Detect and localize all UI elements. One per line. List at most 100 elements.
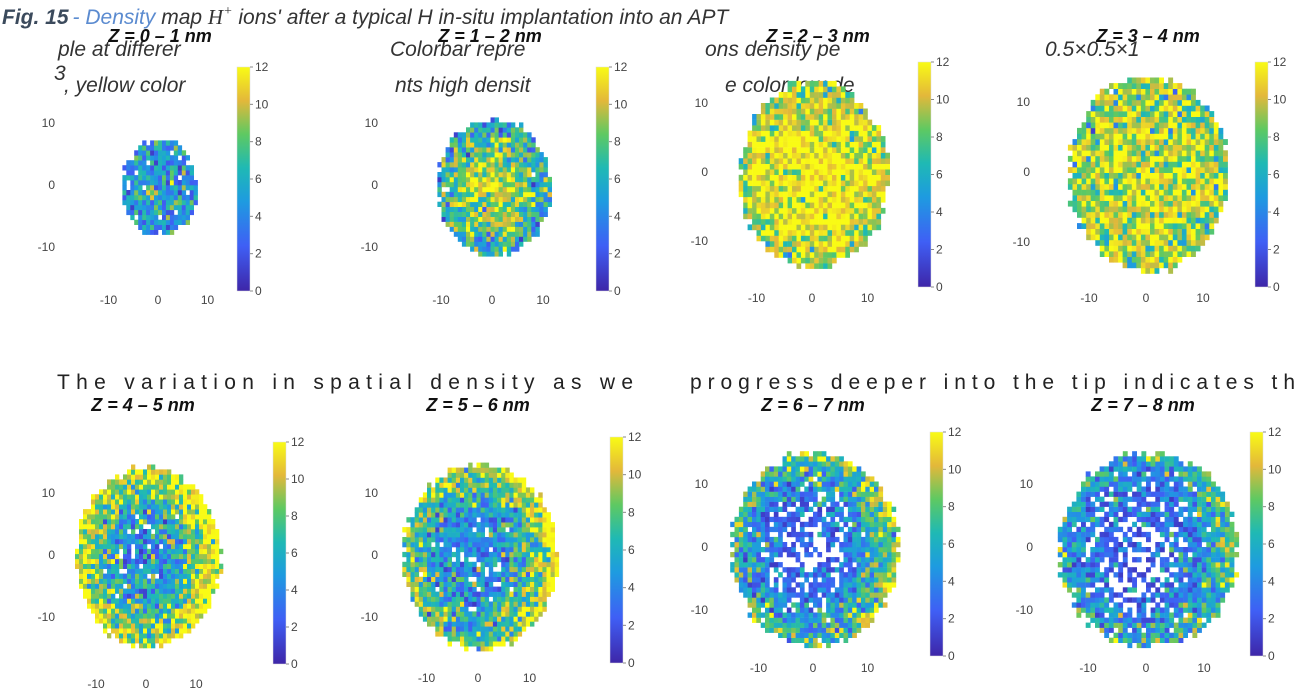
density-cell — [115, 618, 120, 624]
density-cell — [460, 522, 465, 528]
density-cell — [752, 218, 757, 225]
density-cell — [134, 180, 139, 186]
density-cell — [175, 499, 180, 505]
density-cell — [457, 211, 463, 217]
density-cell — [461, 221, 467, 227]
density-cell — [195, 514, 200, 520]
density-cell — [743, 152, 748, 159]
density-cell — [538, 537, 543, 543]
density-cell — [497, 497, 502, 503]
density-cell — [1168, 256, 1174, 263]
density-cell — [1077, 211, 1082, 218]
density-cell — [1104, 144, 1110, 151]
density-cell — [845, 224, 850, 231]
density-cell — [1181, 239, 1187, 246]
density-cell — [480, 492, 485, 498]
density-cell — [83, 588, 88, 594]
density-cell — [756, 114, 762, 120]
density-cell — [464, 601, 469, 607]
density-cell — [455, 551, 461, 558]
density-cell — [127, 504, 132, 510]
density-cell — [173, 165, 179, 171]
density-cell — [774, 224, 779, 231]
density-cell — [513, 626, 518, 632]
density-cell — [814, 174, 819, 181]
density-cell — [165, 140, 171, 146]
density-cell — [195, 563, 200, 569]
density-cell — [1113, 150, 1119, 157]
density-cell — [143, 613, 148, 619]
density-cell — [492, 636, 498, 642]
density-cell — [760, 125, 766, 131]
density-cell — [530, 537, 535, 543]
density-cell — [159, 583, 164, 589]
density-cell — [111, 543, 116, 550]
density-cell — [410, 596, 415, 602]
density-cell — [534, 522, 539, 528]
density-cell — [154, 219, 159, 225]
density-cell — [151, 593, 156, 599]
density-cell — [135, 623, 140, 629]
density-cell — [800, 207, 806, 214]
density-cell — [849, 125, 855, 131]
density-cell — [1145, 211, 1151, 218]
density-cell — [464, 477, 469, 483]
density-cell — [849, 169, 855, 175]
density-cell — [451, 487, 457, 493]
density-cell — [139, 598, 144, 604]
density-cell — [805, 213, 810, 220]
density-cell — [823, 97, 828, 104]
density-cell — [478, 127, 483, 133]
density-cell — [151, 548, 156, 555]
y-tick-label: 0 — [48, 548, 55, 562]
density-cell — [492, 586, 498, 592]
density-cell — [177, 214, 183, 221]
density-cell — [547, 186, 552, 193]
density-cell — [550, 542, 555, 548]
density-cell — [414, 566, 420, 573]
density-cell — [543, 206, 548, 212]
density-cell — [774, 180, 779, 187]
density-cell — [431, 586, 436, 592]
density-cell — [1122, 105, 1128, 112]
density-cell — [130, 194, 135, 201]
colorbar-tick-label: 4 — [291, 583, 298, 597]
density-cell — [1159, 211, 1164, 218]
density-cell — [1177, 88, 1183, 95]
density-cell — [146, 190, 151, 196]
density-cell — [173, 185, 179, 191]
density-cell — [1163, 189, 1169, 196]
density-cell — [451, 571, 457, 577]
density-cell — [814, 158, 819, 164]
density-cell — [115, 494, 120, 500]
density-cell — [189, 190, 194, 196]
density-cell — [1122, 161, 1128, 168]
density-cell — [521, 537, 527, 543]
density-cell — [155, 628, 160, 634]
density-cell — [142, 155, 147, 161]
density-cell — [1136, 189, 1142, 196]
density-cell — [1168, 267, 1174, 274]
density-cell — [422, 527, 428, 533]
density-cell — [509, 571, 514, 577]
density-cell — [155, 504, 160, 510]
density-cell — [207, 524, 212, 530]
density-cell — [163, 568, 168, 574]
density-cell — [1140, 178, 1146, 185]
density-cell — [195, 573, 200, 579]
density-cell — [1131, 195, 1137, 201]
density-cell — [1163, 262, 1169, 269]
density-cell — [1145, 262, 1151, 269]
density-cell — [1218, 133, 1224, 140]
density-cell — [756, 125, 762, 131]
density-cell — [534, 576, 539, 582]
density-cell — [461, 201, 467, 207]
density-cell — [849, 196, 855, 203]
density-cell — [143, 538, 148, 545]
density-cell — [523, 191, 528, 198]
density-cell — [796, 86, 802, 93]
density-cell — [163, 588, 168, 594]
density-cell — [460, 571, 465, 577]
density-cell — [143, 618, 148, 624]
density-cell — [854, 191, 859, 198]
